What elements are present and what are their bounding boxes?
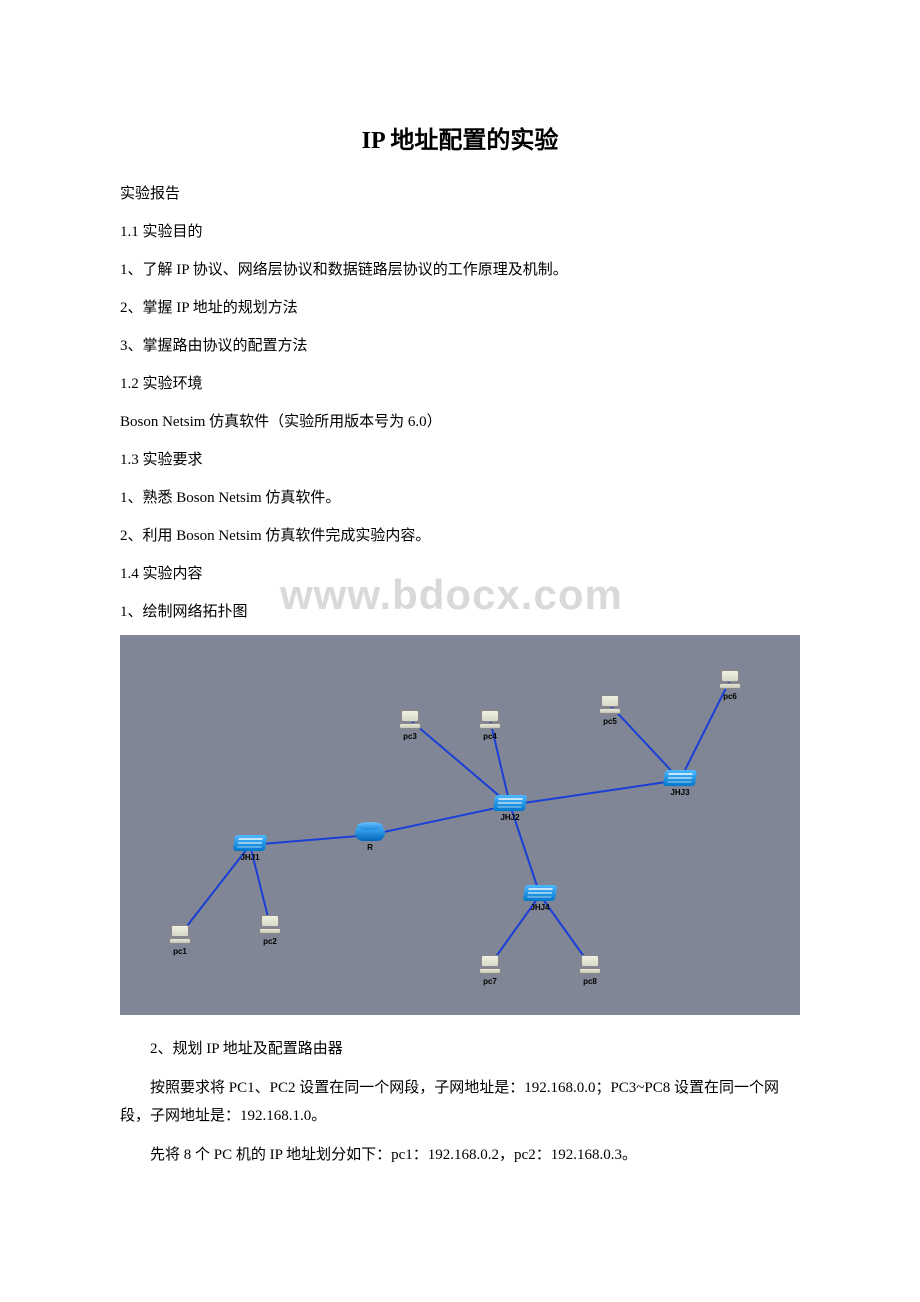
node-label: pc1 <box>167 947 193 956</box>
text-line: 实验报告 <box>120 179 800 209</box>
pc-icon <box>599 695 621 715</box>
topology-edge <box>510 780 680 805</box>
router-icon <box>355 825 385 841</box>
text-line: 1、熟悉 Boson Netsim 仿真软件。 <box>120 483 800 513</box>
switch-icon <box>493 795 527 811</box>
pc-icon <box>399 710 421 730</box>
node-label: JHJ3 <box>662 788 698 797</box>
node-label: JHJ4 <box>522 903 558 912</box>
node-label: pc8 <box>577 977 603 986</box>
node-label: pc4 <box>477 732 503 741</box>
node-jhj4: JHJ4 <box>522 885 558 912</box>
text-line: 1、绘制网络拓扑图 <box>120 597 800 627</box>
pc-icon <box>479 710 501 730</box>
section-heading: 1.3 实验要求 <box>120 445 800 475</box>
node-jhj1: JHJ1 <box>232 835 268 862</box>
node-label: pc5 <box>597 717 623 726</box>
text-line: 3、掌握路由协议的配置方法 <box>120 331 800 361</box>
text-line: 2、掌握 IP 地址的规划方法 <box>120 293 800 323</box>
switch-icon <box>523 885 557 901</box>
node-pc5: pc5 <box>597 695 623 726</box>
node-r: R <box>353 825 387 852</box>
topology-edge <box>250 835 370 845</box>
node-label: pc6 <box>717 692 743 701</box>
pc-icon <box>479 955 501 975</box>
node-pc1: pc1 <box>167 925 193 956</box>
section-heading: 1.1 实验目的 <box>120 217 800 247</box>
node-label: JHJ1 <box>232 853 268 862</box>
pc-icon <box>719 670 741 690</box>
pc-icon <box>579 955 601 975</box>
node-label: pc3 <box>397 732 423 741</box>
node-label: pc2 <box>257 937 283 946</box>
text-paragraph: 先将 8 个 PC 机的 IP 地址划分如下：pc1：192.168.0.2，p… <box>120 1141 800 1170</box>
node-pc3: pc3 <box>397 710 423 741</box>
node-pc2: pc2 <box>257 915 283 946</box>
node-label: pc7 <box>477 977 503 986</box>
topology-edges <box>120 635 800 1015</box>
switch-icon <box>663 770 697 786</box>
node-pc8: pc8 <box>577 955 603 986</box>
pc-icon <box>169 925 191 945</box>
watermark-container: www.bdocx.com 1、绘制网络拓扑图 <box>120 597 800 627</box>
topology-edge <box>370 805 510 835</box>
node-label: JHJ2 <box>492 813 528 822</box>
pc-icon <box>259 915 281 935</box>
text-line: Boson Netsim 仿真软件（实验所用版本号为 6.0） <box>120 407 800 437</box>
page-title: IP 地址配置的实验 <box>120 120 800 155</box>
section-heading: 1.2 实验环境 <box>120 369 800 399</box>
text-paragraph: 按照要求将 PC1、PC2 设置在同一个网段，子网地址是：192.168.0.0… <box>120 1074 800 1131</box>
node-label: R <box>353 843 387 852</box>
switch-icon <box>233 835 267 851</box>
text-line: 1、了解 IP 协议、网络层协议和数据链路层协议的工作原理及机制。 <box>120 255 800 285</box>
text-line: 2、规划 IP 地址及配置路由器 <box>120 1035 800 1064</box>
node-pc6: pc6 <box>717 670 743 701</box>
node-jhj3: JHJ3 <box>662 770 698 797</box>
node-jhj2: JHJ2 <box>492 795 528 822</box>
node-pc7: pc7 <box>477 955 503 986</box>
text-line: 2、利用 Boson Netsim 仿真软件完成实验内容。 <box>120 521 800 551</box>
network-topology-diagram: pc1 pc2 pc3 pc4 pc5 pc6 pc7 pc8 JHJ1 R JHJ2 JHJ3 JHJ… <box>120 635 800 1015</box>
section-heading: 1.4 实验内容 <box>120 559 800 589</box>
node-pc4: pc4 <box>477 710 503 741</box>
